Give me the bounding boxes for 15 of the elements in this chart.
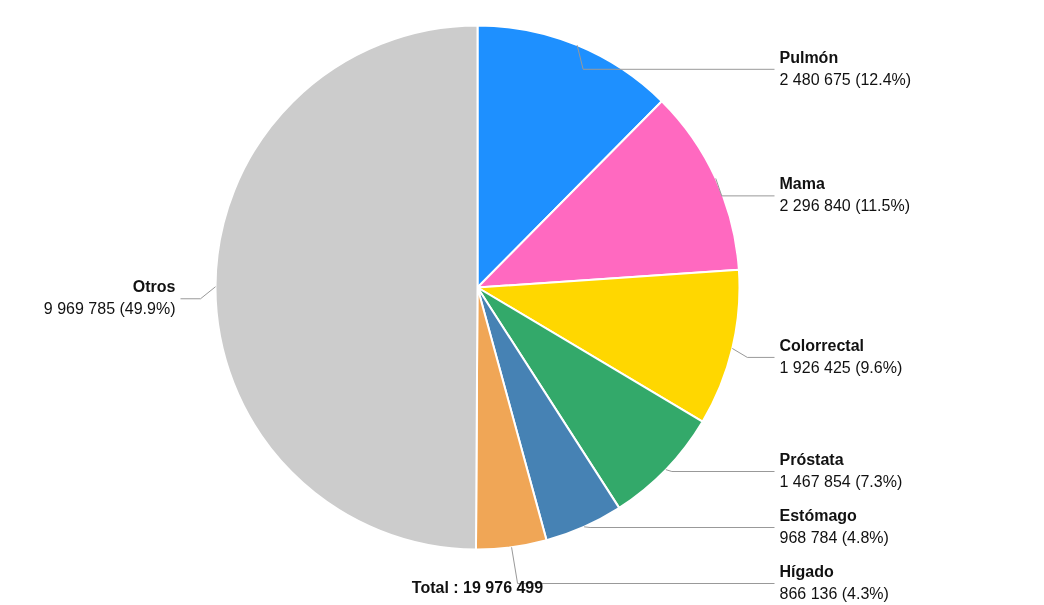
data-label: 866 136 (4.3%)	[779, 585, 889, 602]
slice-label: Colorrectal	[779, 336, 864, 354]
data-label: 9 969 785 (49.9%)	[43, 300, 176, 318]
data-label: 1 467 854 (7.3%)	[779, 473, 903, 490]
text: Total : 19 976 499	[411, 579, 544, 596]
slice-label: Otros	[132, 278, 176, 296]
data-label: 2 296 840 (11.5%)	[779, 197, 910, 215]
data-label: 968 784 (4.8%)	[779, 529, 889, 546]
slice-label: Próstata	[779, 451, 844, 468]
data-label: 1 926 425 (9.6%)	[779, 358, 903, 376]
slice-label: Mama	[779, 175, 825, 193]
slice-label: Hígado	[779, 563, 834, 580]
slice-label: Estómago	[779, 507, 858, 524]
data-label: 2 480 675 (12.4%)	[779, 70, 912, 88]
slice-label: Pulmón	[779, 48, 839, 66]
